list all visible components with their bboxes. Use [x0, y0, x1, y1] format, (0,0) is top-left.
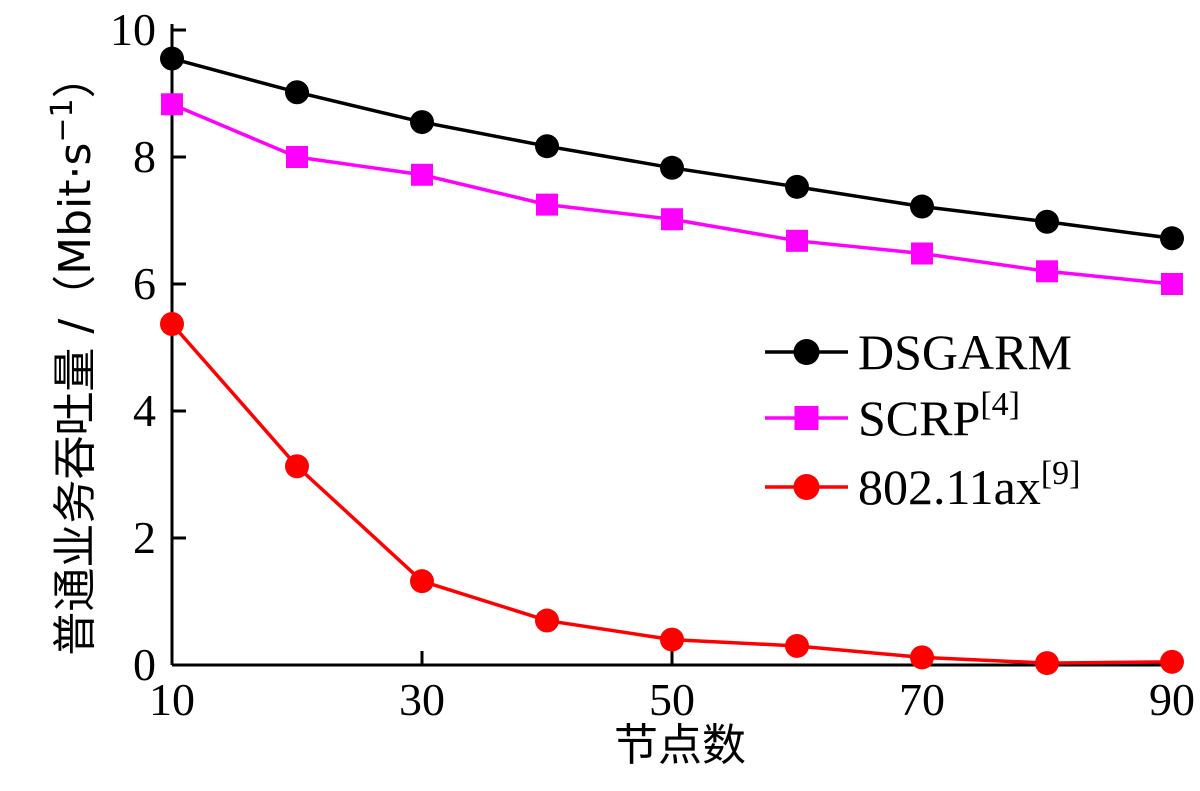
- legend-label-name: SCRP: [858, 390, 980, 446]
- legend-label: DSGARM: [858, 324, 1072, 380]
- legend-label: 802.11ax[9]: [858, 455, 1081, 515]
- data-point: [911, 242, 933, 265]
- data-point: [1035, 209, 1059, 234]
- data-point: [910, 645, 934, 670]
- data-point: [660, 627, 684, 652]
- data-point: [286, 146, 308, 168]
- x-tick-label: 70: [899, 674, 945, 725]
- y-axis-title-close: ）: [50, 54, 101, 98]
- data-point: [661, 208, 683, 231]
- series-layer: [160, 46, 1184, 676]
- data-point: [161, 93, 183, 116]
- y-tick-label: 2: [133, 512, 156, 563]
- data-point: [535, 608, 559, 633]
- legend-label-ref: [9]: [1041, 455, 1081, 492]
- data-point: [660, 155, 684, 180]
- data-point: [285, 80, 309, 105]
- legend-item: DSGARM: [765, 324, 1072, 380]
- data-point: [160, 312, 184, 337]
- y-axis-title: 普通业务吞吐量 /（Mbit·s−1）: [45, 54, 101, 655]
- data-point: [785, 633, 809, 658]
- data-point: [536, 193, 558, 216]
- data-point: [1161, 273, 1183, 295]
- y-axis-title-main: 普通业务吞吐量 /（Mbit·s: [50, 143, 101, 656]
- x-tick-label: 90: [1149, 674, 1195, 725]
- legend-label: SCRP[4]: [858, 386, 1020, 446]
- data-point: [1036, 260, 1058, 283]
- legend-item: SCRP[4]: [765, 386, 1020, 446]
- y-tick-label: 4: [133, 385, 156, 436]
- data-point: [910, 194, 934, 219]
- legend-marker: [793, 339, 820, 365]
- x-axis-title: 节点数: [614, 720, 746, 771]
- legend-marker: [794, 406, 819, 430]
- legend-label-name: DSGARM: [858, 324, 1072, 380]
- legend-label-ref: [4]: [980, 386, 1020, 423]
- legend-item: 802.11ax[9]: [765, 455, 1081, 515]
- data-point: [1035, 651, 1059, 676]
- axes: 0 2 4 6 8 10 10 30 50 70 90: [110, 4, 1195, 725]
- series-line: [171, 102, 1173, 286]
- data-point: [410, 569, 434, 594]
- data-point: [535, 134, 559, 159]
- x-tick-label: 50: [649, 674, 695, 725]
- legend: DSGARM SCRP[4] 802.11ax[9]: [765, 324, 1081, 515]
- data-point: [410, 110, 434, 135]
- y-tick-label: 8: [133, 131, 156, 182]
- y-axis-title-superscript: −1: [45, 98, 80, 142]
- data-point: [411, 163, 433, 186]
- y-tick-label: 0: [133, 639, 156, 690]
- series-1: [161, 93, 1183, 295]
- series-0: [160, 46, 1184, 251]
- legend-label-name: 802.11ax: [858, 459, 1041, 515]
- legend-marker: [793, 474, 820, 500]
- data-point: [160, 46, 184, 71]
- series-2: [160, 312, 1184, 676]
- data-point: [785, 174, 809, 199]
- y-tick-label: 10: [110, 4, 156, 55]
- x-tick-label: 30: [399, 674, 445, 725]
- data-point: [285, 454, 309, 479]
- data-point: [1160, 226, 1184, 251]
- data-point: [1160, 649, 1184, 674]
- y-tick-label: 6: [133, 258, 156, 309]
- x-tick-label: 10: [149, 674, 195, 725]
- data-point: [786, 229, 808, 252]
